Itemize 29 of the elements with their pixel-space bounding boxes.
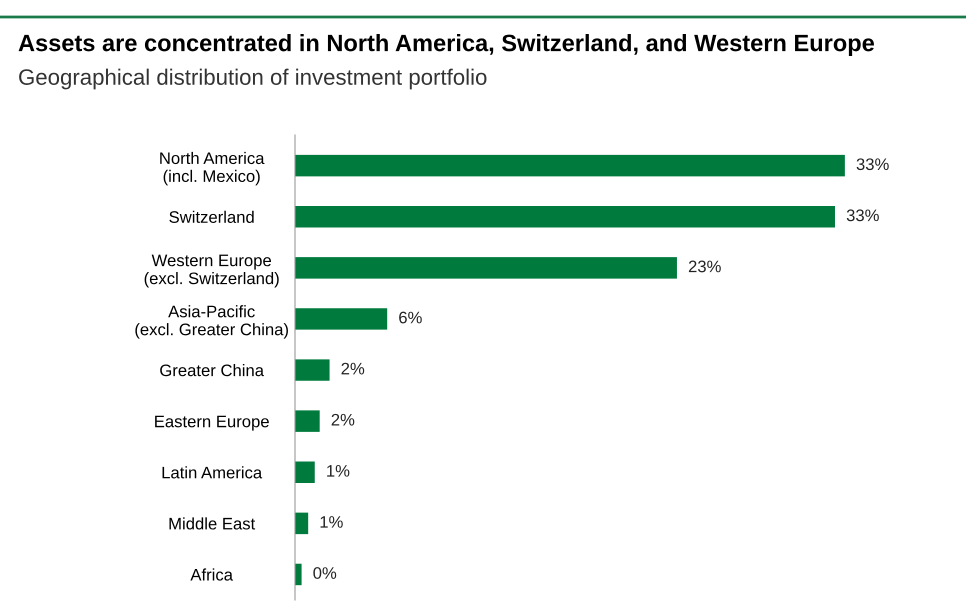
data-label: 33% <box>846 209 879 222</box>
data-label: 1% <box>320 516 343 528</box>
bar <box>295 154 845 176</box>
bar <box>295 308 388 330</box>
data-label: 0% <box>313 567 336 579</box>
y-tick-label: Africa <box>190 568 233 581</box>
y-tick-label: Western Europe (excl. Switzerland) <box>144 254 279 288</box>
chart-title: Assets are concentrated in North America, Switzerland, and Western Europe <box>18 34 874 56</box>
data-label: 2% <box>342 362 364 374</box>
y-tick-label: Latin America <box>162 466 262 478</box>
y-tick-label: North America (incl. Mexico) <box>160 152 264 186</box>
data-label: 1% <box>327 465 350 477</box>
data-label: 2% <box>332 414 354 426</box>
y-tick-label: Greater China <box>160 364 264 376</box>
bar <box>295 512 308 534</box>
bar <box>295 257 677 279</box>
chart-subtitle: Geographical distribution of investment portfolio <box>19 68 486 90</box>
y-tick-label: Eastern Europe <box>155 416 269 431</box>
bar <box>295 564 302 586</box>
bar <box>295 206 835 228</box>
y-tick-label: Middle East <box>169 517 256 530</box>
data-label: 6% <box>399 312 422 324</box>
y-tick-label: Asia-Pacific (excl. Greater China) <box>135 305 288 339</box>
bar <box>295 359 330 381</box>
bar <box>295 462 315 483</box>
bar <box>295 410 320 432</box>
data-label: 33% <box>856 158 889 170</box>
data-label: 23% <box>688 260 721 272</box>
y-tick-label: Switzerland <box>169 210 254 223</box>
